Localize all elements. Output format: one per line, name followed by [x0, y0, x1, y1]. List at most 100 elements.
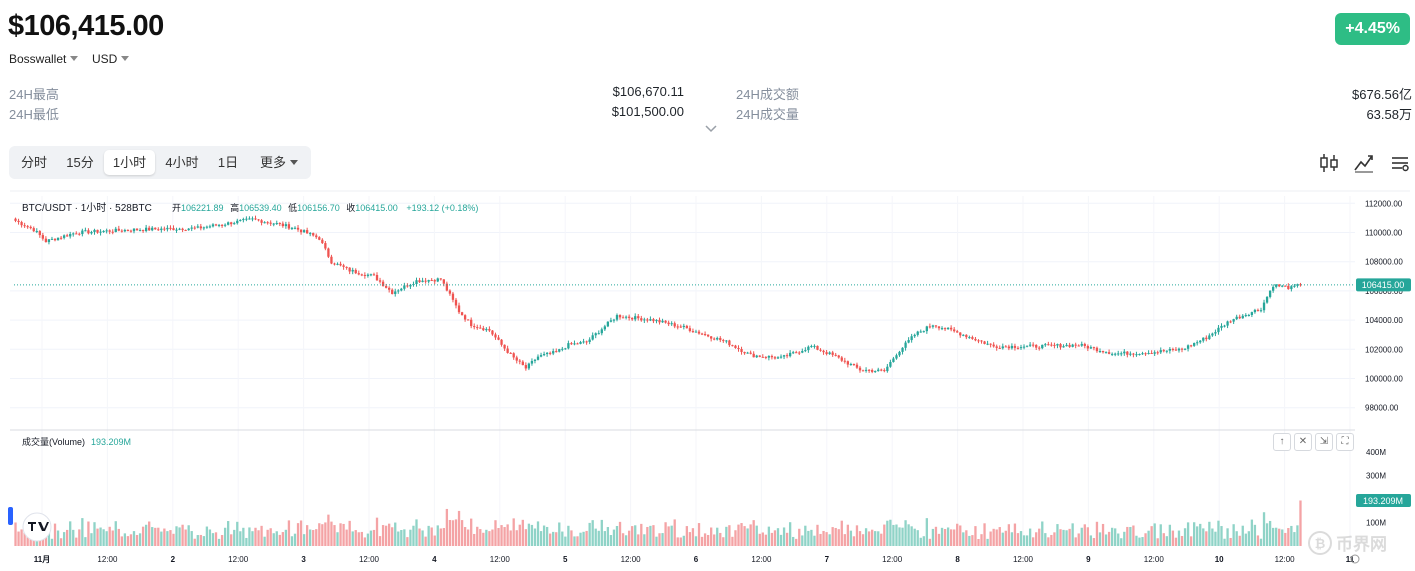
- volume-bar: [181, 524, 184, 546]
- volume-bar: [506, 524, 509, 546]
- volume-bar: [1232, 524, 1235, 546]
- candle: [767, 356, 771, 358]
- settings-gear-icon[interactable]: [1350, 554, 1360, 564]
- indicators-icon[interactable]: [1353, 152, 1375, 174]
- tab-1h[interactable]: 1小时: [104, 150, 155, 175]
- candle: [600, 329, 603, 334]
- volume-bar: [290, 536, 294, 546]
- tab-1d[interactable]: 1日: [217, 155, 239, 170]
- candle: [1074, 344, 1077, 346]
- volume-bar: [263, 536, 266, 546]
- candle: [624, 316, 628, 318]
- expand-chevron-icon[interactable]: [704, 124, 718, 134]
- volume-bar: [600, 519, 603, 546]
- price-axis[interactable]: 112000.00 110000.00 108000.00 106000.00 1040…: [1365, 199, 1403, 412]
- candle: [217, 224, 221, 226]
- volume-bar: [202, 536, 206, 546]
- volume-bar: [500, 525, 503, 546]
- volume-bar: [706, 534, 710, 546]
- currency-dropdown[interactable]: USD: [92, 52, 130, 66]
- volume-bar: [208, 529, 212, 546]
- volume-bar: [1165, 536, 1168, 546]
- collapse-pane-icon[interactable]: ⇲: [1315, 433, 1333, 451]
- candle: [512, 353, 515, 358]
- candle: [1025, 345, 1029, 347]
- volume-bar: [603, 531, 606, 546]
- candle: [937, 326, 941, 329]
- volume-bar: [366, 533, 370, 546]
- candle: [123, 229, 127, 232]
- volume-bar: [855, 525, 859, 546]
- candle: [415, 280, 418, 285]
- price-chart[interactable]: 112000.00110000.00108000.00106000.001040…: [0, 190, 1415, 571]
- candle: [93, 229, 96, 232]
- volume-bar: [907, 524, 910, 546]
- candle: [1268, 290, 1272, 297]
- legend-open-label: 开: [172, 203, 181, 213]
- volume-bar: [272, 533, 275, 546]
- volume-bar: [1074, 537, 1077, 546]
- volume-bar: [1013, 523, 1017, 546]
- tab-4h[interactable]: 4小时: [165, 155, 199, 170]
- volume-bar: [1217, 520, 1220, 546]
- exchange-dropdown[interactable]: Bosswallet: [9, 52, 79, 66]
- candle: [120, 230, 123, 232]
- candle: [14, 218, 17, 221]
- volume-bar: [494, 520, 497, 546]
- price-tick: 104000.00: [1365, 316, 1403, 325]
- volume-bar: [1177, 530, 1181, 546]
- settings-sliders-icon[interactable]: [1389, 152, 1411, 174]
- maximize-pane-icon[interactable]: ⛶: [1336, 433, 1354, 451]
- volume-bar: [734, 530, 737, 546]
- candle: [943, 328, 947, 330]
- candle: [87, 230, 90, 234]
- volume-bar: [132, 531, 136, 546]
- candle: [293, 227, 297, 229]
- candle: [965, 334, 968, 338]
- candle: [974, 338, 977, 341]
- candle: [755, 355, 758, 358]
- candle: [345, 266, 348, 268]
- candle: [1101, 350, 1105, 353]
- candle: [430, 280, 433, 282]
- move-up-icon[interactable]: ↑: [1273, 433, 1291, 451]
- price-tick: 102000.00: [1365, 345, 1403, 354]
- volume-bar: [251, 531, 254, 546]
- volume-bar: [558, 522, 561, 546]
- volume-bar: [305, 525, 309, 546]
- candle: [433, 280, 436, 282]
- volume24-value: 63.58万: [1366, 107, 1412, 122]
- candle: [962, 334, 965, 336]
- volume-bar: [764, 534, 767, 546]
- volume-bar: [649, 525, 652, 546]
- candlestick-type-icon[interactable]: [1318, 152, 1340, 174]
- volume-bar: [470, 518, 473, 546]
- candle: [804, 350, 807, 352]
- tab-more-label: 更多: [259, 155, 286, 170]
- candle: [880, 369, 883, 371]
- candle: [305, 230, 309, 234]
- volume-bar: [184, 529, 187, 546]
- candle: [254, 218, 257, 220]
- time-axis[interactable]: 11月 12:00 2 12:00 3 12:00 4 12:00 5 12:00 6 12:00 7 1…: [34, 555, 1355, 564]
- time-tick: 12:00: [359, 555, 380, 564]
- candle: [831, 352, 834, 355]
- volume-bar: [1025, 535, 1029, 546]
- volume-bar: [1062, 529, 1065, 546]
- volume-bar: [1271, 527, 1275, 546]
- volume-bar: [831, 527, 834, 546]
- volume-bar: [378, 536, 382, 546]
- volume-bar: [652, 525, 655, 546]
- candle: [245, 218, 248, 220]
- candle: [296, 227, 300, 230]
- pane-handle[interactable]: [8, 507, 13, 525]
- tab-timeline[interactable]: 分时: [20, 155, 47, 170]
- time-tick: 5: [563, 555, 568, 564]
- close-pane-icon[interactable]: ✕: [1294, 433, 1312, 451]
- watermark: ₿ 币界网: [1308, 531, 1387, 555]
- tab-15m[interactable]: 15分: [66, 155, 94, 170]
- candle: [567, 343, 570, 349]
- candle: [816, 345, 819, 350]
- tab-more[interactable]: 更多: [251, 150, 307, 175]
- candle: [1150, 352, 1153, 354]
